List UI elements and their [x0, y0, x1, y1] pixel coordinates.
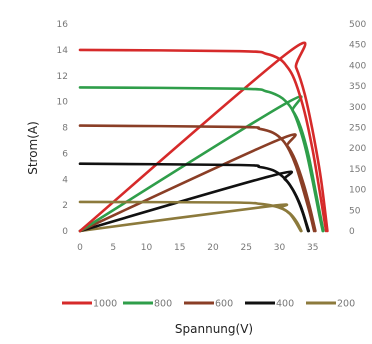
y-tick-label: 16 — [57, 20, 69, 30]
legend-label-200: 200 — [337, 299, 355, 310]
y-tick-label: 4 — [62, 175, 68, 185]
current-curve-600 — [78, 124, 316, 233]
y2-tick-label: 500 — [349, 20, 366, 30]
y2-tick-label: 200 — [349, 144, 366, 154]
y2-tick-label: 350 — [349, 82, 366, 92]
x-tick-label: 5 — [110, 243, 116, 253]
current-curve-1000 — [78, 48, 328, 233]
y-tick-label: 2 — [62, 201, 68, 211]
x-axis-title: Spannung(V) — [175, 322, 253, 336]
legend-label-600: 600 — [215, 299, 233, 310]
series-lines — [78, 41, 329, 233]
y2-tick-label: 250 — [349, 124, 366, 134]
x-tick-label: 20 — [207, 243, 219, 253]
y-tick-label: 12 — [57, 72, 68, 82]
x-tick-label: 15 — [174, 243, 185, 253]
x-tick-label: 10 — [141, 243, 153, 253]
y-tick-label: 6 — [62, 149, 68, 159]
current-curve-200 — [78, 200, 303, 233]
legend: 1000 800 600 400 200 — [62, 299, 355, 310]
y2-tick-label: 0 — [349, 227, 355, 237]
current-curve-400 — [78, 162, 310, 233]
power-curve-200 — [78, 203, 303, 233]
right-y-tick-labels: 0 50 100 150 200 250 300 350 400 450 500 — [349, 20, 366, 237]
y-axis-title: Strom(A) — [26, 121, 40, 175]
x-tick-label: 0 — [77, 243, 83, 253]
legend-label-400: 400 — [276, 299, 294, 310]
y2-tick-label: 100 — [349, 186, 366, 196]
power-curve-1000 — [78, 41, 329, 233]
y2-tick-label: 450 — [349, 41, 366, 51]
y2-tick-label: 400 — [349, 61, 366, 71]
y-tick-label: 10 — [57, 98, 69, 108]
y-tick-label: 0 — [62, 227, 68, 237]
y2-tick-label: 50 — [349, 206, 361, 216]
y-tick-label: 8 — [62, 124, 68, 134]
y-tick-label: 14 — [57, 46, 69, 56]
legend-label-800: 800 — [154, 299, 172, 310]
current-curve-800 — [78, 86, 324, 233]
legend-label-1000: 1000 — [93, 299, 117, 310]
y2-tick-label: 150 — [349, 165, 366, 175]
x-tick-labels: 0 5 10 15 20 25 30 35 — [77, 243, 318, 253]
x-tick-label: 25 — [241, 243, 252, 253]
left-y-tick-labels: 0 2 4 6 8 10 12 14 16 — [57, 20, 69, 237]
y2-tick-label: 300 — [349, 103, 366, 113]
x-tick-label: 35 — [307, 243, 318, 253]
x-tick-label: 30 — [274, 243, 286, 253]
